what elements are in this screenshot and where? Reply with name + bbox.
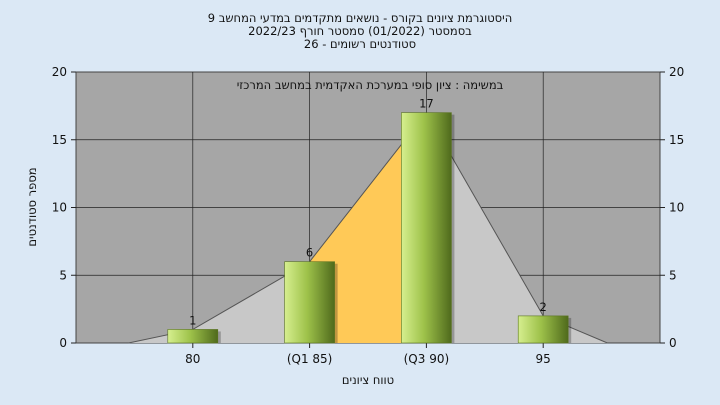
- x-tick-labels: 80 (Q1 85) (Q3 90) 95: [185, 352, 551, 366]
- x-axis-label: טווח ציונים: [342, 373, 394, 387]
- chart-title-line1: היסטוגרמת ציונים בקורס - נושאים מתקדמים …: [208, 11, 512, 25]
- bar: [167, 329, 219, 344]
- y-tick-label-left: 10: [52, 201, 67, 215]
- bars: 1 6 17 2: [167, 97, 572, 344]
- bar-data-label: 2: [540, 300, 547, 314]
- y-tick-labels-left: 0 5 10 15 20: [52, 65, 67, 350]
- x-tick-label: (Q1 85): [287, 352, 333, 366]
- y-tick-label-right: 5: [669, 268, 677, 282]
- y-tick-label-right: 0: [669, 336, 677, 350]
- y-axis-label: מספר סטודנטים: [25, 167, 39, 246]
- y-tick-label-right: 10: [669, 201, 684, 215]
- y-tick-label-left: 20: [52, 65, 67, 79]
- bar: [517, 315, 569, 344]
- quartile-range-area: [309, 112, 427, 344]
- bar-data-label: 6: [306, 246, 313, 260]
- chart-title-line3: סטודנטים רשומים - 26: [304, 37, 416, 51]
- x-tick-label: 95: [536, 352, 551, 366]
- y-tick-label-left: 15: [52, 133, 67, 147]
- x-tick-label: 80: [185, 352, 200, 366]
- y-tick-labels-right: 0 5 10 15 20: [669, 65, 684, 350]
- chart-title-line2: בסמסטר (01/2022) סמסטר חורף 2022/23: [248, 24, 472, 38]
- y-tick-label-right: 15: [669, 133, 684, 147]
- bar: [284, 261, 335, 344]
- y-tick-label-right: 20: [669, 65, 684, 79]
- x-tick-label: (Q3 90): [404, 352, 450, 366]
- bar-data-label: 1: [189, 313, 196, 327]
- bar-data-label: 17: [419, 97, 434, 111]
- y-tick-label-left: 0: [59, 336, 67, 350]
- bar: [401, 112, 452, 344]
- chart-note: במשימה : ציון סופי במערכת האקדמית במחשב …: [237, 78, 504, 92]
- y-tick-label-left: 5: [59, 268, 67, 282]
